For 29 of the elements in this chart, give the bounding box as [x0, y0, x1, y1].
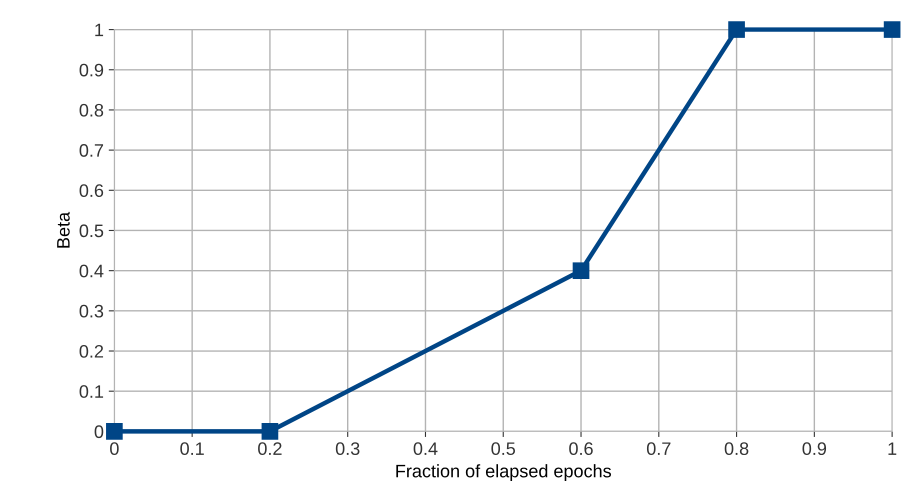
x-tick-label: 0.2: [258, 442, 282, 456]
x-tick-label: 1: [888, 442, 896, 455]
y-tick-label: 0.3: [80, 304, 104, 318]
y-tick-label: 0.7: [80, 144, 104, 157]
y-tick-label: 0.1: [80, 385, 104, 398]
point: [728, 21, 745, 38]
x-tick-label: 0.3: [336, 442, 360, 456]
x-tick-label: 0.7: [646, 442, 670, 456]
point: [884, 21, 900, 38]
y-tick-label: 1: [95, 24, 104, 36]
y-tick-label: 0.9: [80, 64, 104, 76]
y-tick-label: 0.6: [80, 184, 104, 198]
y-tick-label: 0.2: [80, 344, 104, 358]
y-tick-label: 0.8: [80, 104, 104, 117]
y-axis-title: Beta: [57, 212, 70, 248]
x-tick-label: 0: [110, 442, 119, 456]
x-tick-label: 0.8: [724, 442, 748, 456]
x-tick-label: 0.5: [491, 442, 516, 456]
point: [106, 423, 123, 440]
x-tick-label: 0.6: [569, 442, 593, 456]
y-tick-label: 0: [94, 425, 104, 438]
x-tick-label: 0.4: [414, 442, 438, 456]
x-axis-title: Fraction of elapsed epochs: [396, 464, 612, 482]
y-tick-label: 0.4: [80, 264, 104, 278]
y-tick-label: 0.5: [80, 224, 104, 238]
point: [572, 262, 590, 279]
x-tick-label: 0.9: [802, 442, 826, 456]
x-tick-label: 0.1: [180, 442, 204, 456]
point: [262, 423, 278, 440]
